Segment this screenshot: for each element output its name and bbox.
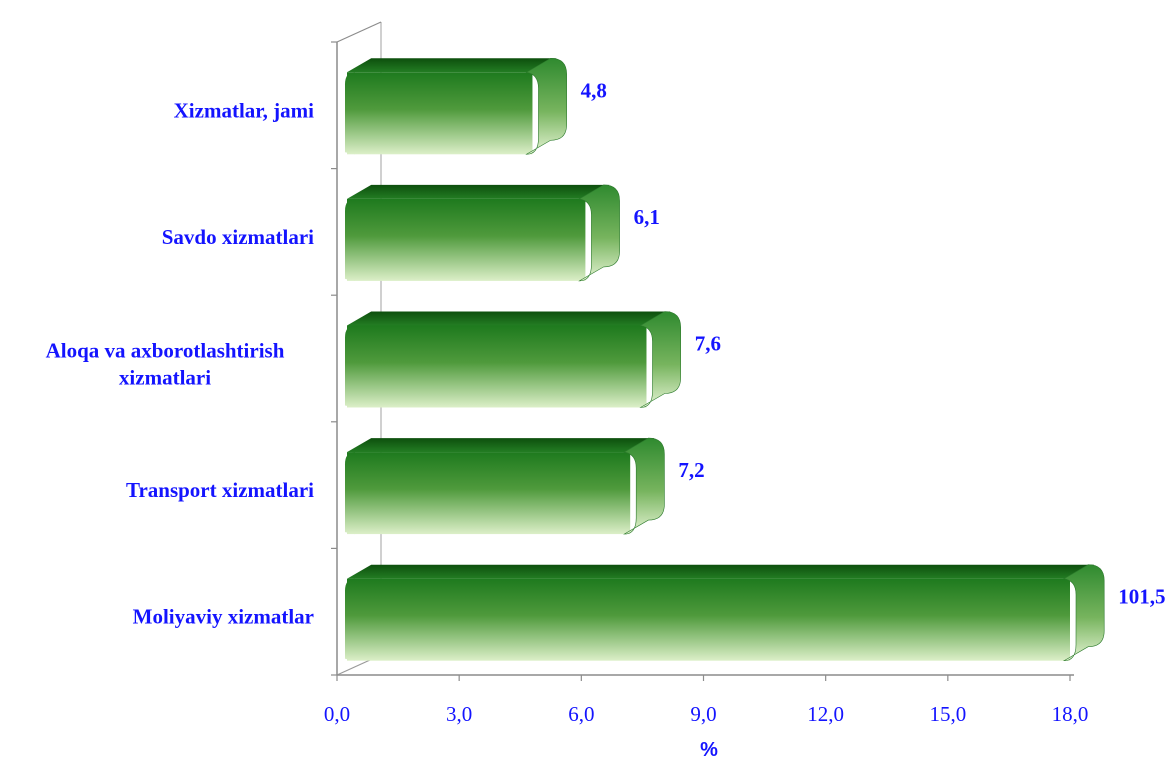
data-label: 7,2 bbox=[678, 458, 704, 482]
bar-front-face bbox=[347, 198, 586, 281]
x-axis-title: % bbox=[700, 739, 718, 761]
bar-front-face bbox=[347, 72, 533, 155]
wall-top-edge bbox=[336, 21, 382, 43]
bar bbox=[345, 184, 620, 282]
bar-left-edge bbox=[345, 198, 355, 281]
chart-labels: 0,0 3,0 6,0 9,0 12,0 15,0 18,0 4,8 Xizmatlar, ja… bbox=[46, 78, 1166, 726]
bar-end-cap bbox=[578, 184, 620, 282]
x-tick-label: 18,0 bbox=[1052, 702, 1089, 726]
category-label: Moliyaviy xizmatlar bbox=[133, 605, 314, 629]
x-tick-label: 0,0 bbox=[324, 702, 350, 726]
x-tick-label: 15,0 bbox=[929, 702, 966, 726]
bar-left-edge bbox=[345, 452, 355, 535]
data-label: 4,8 bbox=[581, 78, 607, 102]
bar-front-face bbox=[347, 578, 1070, 661]
x-tick-label: 12,0 bbox=[807, 702, 844, 726]
x-tick-label: 3,0 bbox=[446, 702, 472, 726]
bar-top-face bbox=[347, 58, 557, 73]
data-label: 6,1 bbox=[634, 205, 660, 229]
bar-top-face bbox=[347, 184, 610, 199]
category-label: Aloqa va axborotlashtirish xizmatlari bbox=[46, 339, 285, 390]
bar bbox=[345, 57, 567, 155]
category-label: Savdo xizmatlari bbox=[162, 225, 314, 249]
category-label: Transport xizmatlari bbox=[126, 478, 314, 502]
bar-front-face bbox=[347, 452, 631, 535]
bar-left-edge bbox=[345, 325, 355, 408]
bar-end-cap bbox=[525, 57, 567, 155]
bar-top-face bbox=[347, 438, 655, 453]
category-label: Xizmatlar, jami bbox=[174, 98, 315, 122]
bar bbox=[345, 437, 665, 535]
chart-bars bbox=[345, 57, 1105, 662]
x-tick-label: 6,0 bbox=[568, 702, 594, 726]
bar bbox=[345, 311, 681, 408]
data-label: 101,5 bbox=[1118, 585, 1165, 609]
bar-end-cap bbox=[623, 437, 665, 535]
bar-left-edge bbox=[345, 72, 355, 155]
bar-top-face bbox=[347, 564, 1095, 579]
bar-front-face bbox=[347, 325, 647, 408]
bar-top-face bbox=[347, 311, 671, 326]
bar-end-cap bbox=[1062, 564, 1105, 662]
bar-left-edge bbox=[345, 578, 355, 661]
x-tick-label: 9,0 bbox=[690, 702, 716, 726]
bar-end-cap bbox=[639, 311, 681, 408]
data-label: 7,6 bbox=[695, 332, 721, 356]
bar bbox=[345, 564, 1105, 662]
